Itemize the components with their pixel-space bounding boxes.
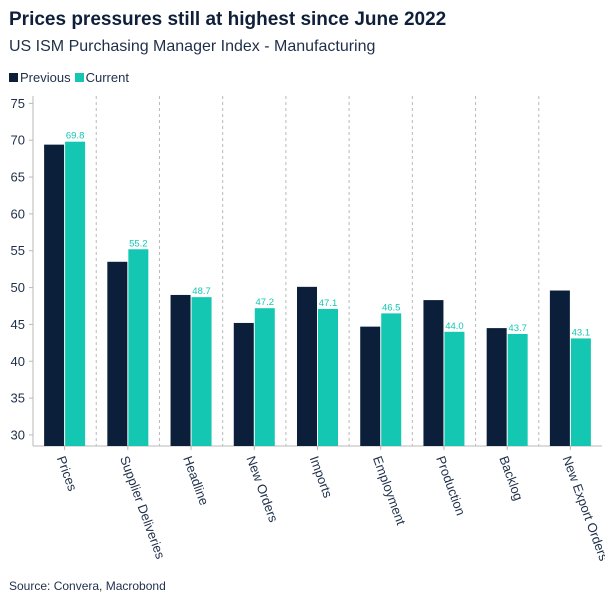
data-label-current: 47.2 <box>256 297 275 308</box>
category-label: Imports <box>307 454 336 500</box>
bar-current <box>381 313 402 446</box>
category-label: Headline <box>180 454 212 507</box>
category-label: Employment <box>370 454 409 527</box>
y-tick-label: 40 <box>11 354 25 369</box>
legend-label-previous: Previous <box>20 70 71 85</box>
category-label: New Orders <box>243 454 281 525</box>
y-tick-label: 60 <box>11 206 25 221</box>
data-label-current: 46.5 <box>382 302 401 313</box>
bar-previous <box>233 322 254 446</box>
legend-item-current: Current <box>74 70 129 85</box>
y-tick-label: 75 <box>11 96 25 111</box>
legend-item-previous: Previous <box>9 70 71 85</box>
data-label-current: 47.1 <box>319 298 338 309</box>
category-label: Prices <box>54 454 81 494</box>
bar-current <box>254 308 275 446</box>
bar-current <box>570 338 591 446</box>
data-label-current: 44.0 <box>445 321 464 332</box>
y-tick-label: 50 <box>11 280 25 295</box>
bar-current <box>65 141 86 446</box>
category-label: New Export Orders <box>560 454 605 563</box>
y-tick-label: 70 <box>11 133 25 148</box>
legend-swatch-previous <box>9 73 18 82</box>
y-tick-label: 35 <box>11 391 25 406</box>
bar-current <box>318 308 338 446</box>
bar-previous <box>44 144 65 446</box>
data-label-current: 48.7 <box>192 286 211 297</box>
bar-previous <box>170 294 191 446</box>
data-label-current: 43.1 <box>572 327 591 338</box>
bar-previous <box>549 290 570 446</box>
data-label-current: 69.8 <box>66 131 85 142</box>
bar-previous <box>297 286 317 446</box>
chart-subtitle: US ISM Purchasing Manager Index - Manufa… <box>9 38 376 55</box>
chart-title: Prices pressures still at highest since … <box>9 9 447 30</box>
category-label: Backlog <box>496 454 526 503</box>
category-label: Supplier Deliveries <box>117 454 168 561</box>
y-tick-label: 65 <box>11 170 25 185</box>
legend: Previous Current <box>9 70 133 85</box>
bar-previous <box>360 326 381 446</box>
bar-current <box>191 297 212 446</box>
bar-chart: 30 35 40 45 50 55 60 65 70 75 69.8 Prices 55.2 Suppli… <box>11 96 605 563</box>
bar-current <box>507 334 528 446</box>
bar-previous <box>107 261 128 446</box>
y-tick-label: 55 <box>11 243 25 258</box>
y-tick-label: 45 <box>11 317 25 332</box>
bar-previous <box>486 328 507 446</box>
data-label-current: 43.7 <box>508 323 527 334</box>
data-label-current: 55.2 <box>129 238 148 249</box>
legend-swatch-current <box>74 73 84 82</box>
bar-current <box>444 331 465 446</box>
y-tick-label: 30 <box>11 427 25 442</box>
legend-label-current: Current <box>85 70 129 85</box>
category-label: Production <box>433 454 468 518</box>
bar-previous <box>423 300 444 446</box>
bar-current <box>128 249 149 446</box>
source-note: Source: Convera, Macrobond <box>9 579 166 593</box>
